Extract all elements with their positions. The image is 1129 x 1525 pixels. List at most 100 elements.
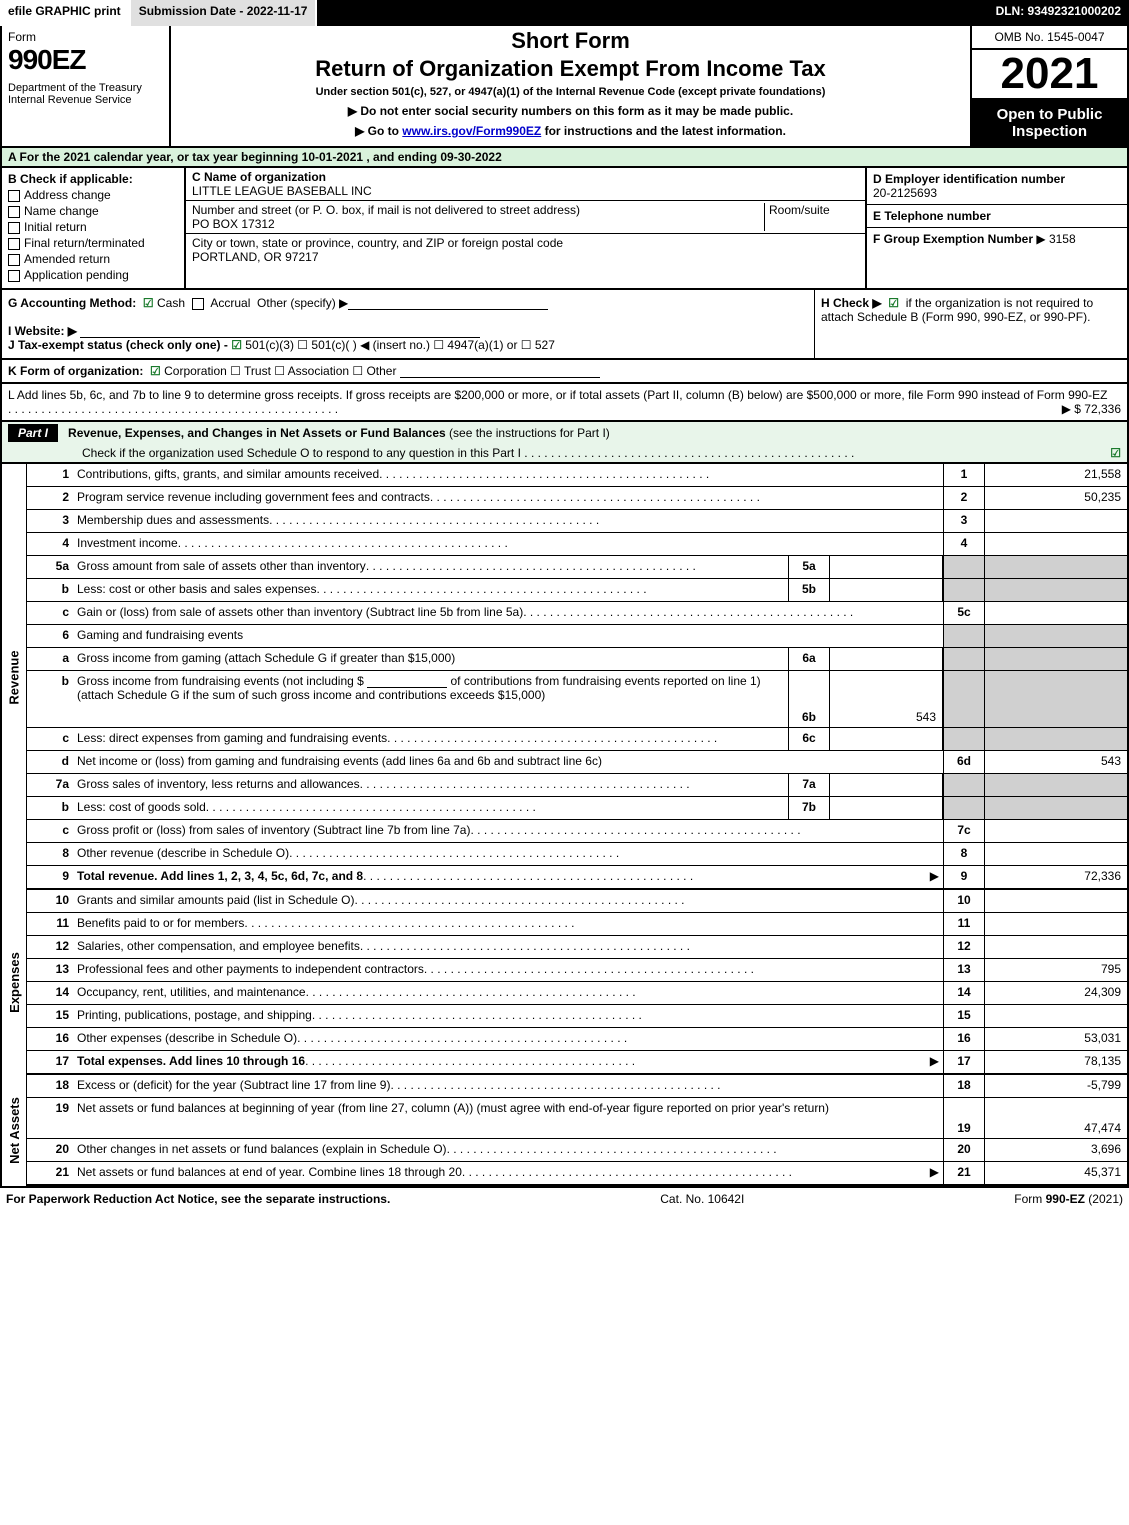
- line-ref: 20: [943, 1139, 984, 1161]
- chk-application-pending[interactable]: Application pending: [8, 268, 178, 282]
- contributions-amount-field[interactable]: [367, 675, 447, 688]
- tax-exempt-label: J Tax-exempt status (check only one) -: [8, 338, 228, 352]
- accounting-method-label: G Accounting Method:: [8, 296, 136, 310]
- section-a-tax-year: A For the 2021 calendar year, or tax yea…: [0, 148, 1129, 168]
- chk-initial-return[interactable]: Initial return: [8, 220, 178, 234]
- line-num: 7a: [27, 774, 73, 796]
- line-desc: Program service revenue including govern…: [77, 490, 430, 504]
- accrual-checkbox[interactable]: [192, 298, 204, 310]
- line-ref: 14: [943, 982, 984, 1004]
- chk-name-change[interactable]: Name change: [8, 204, 178, 218]
- line-desc: Other revenue (describe in Schedule O): [77, 846, 289, 860]
- shaded-cell: [943, 625, 984, 647]
- line-amount: 78,135: [984, 1051, 1127, 1073]
- other-org-field[interactable]: [400, 365, 600, 378]
- arrow-icon: ▶: [926, 1165, 939, 1179]
- chk-label: Application pending: [24, 268, 129, 282]
- line-ref: 12: [943, 936, 984, 958]
- line-6d: d Net income or (loss) from gaming and f…: [27, 751, 1129, 774]
- line-num: 18: [27, 1075, 73, 1097]
- shaded-cell: [984, 556, 1127, 578]
- shaded-cell: [943, 648, 984, 670]
- goto-instructions: ▶ Go to www.irs.gov/Form990EZ for instru…: [179, 124, 962, 138]
- shaded-cell: [943, 579, 984, 601]
- line-desc-part1: Gross income from fundraising events (no…: [77, 674, 364, 688]
- sub-line-ref: 5b: [788, 579, 830, 601]
- line-ref: 11: [943, 913, 984, 935]
- shaded-cell: [984, 671, 1127, 727]
- line-9: 9 Total revenue. Add lines 1, 2, 3, 4, 5…: [27, 866, 1129, 890]
- org-info-grid: B Check if applicable: Address change Na…: [0, 168, 1129, 290]
- line-desc: Gross sales of inventory, less returns a…: [77, 777, 360, 791]
- department-label: Department of the Treasury Internal Reve…: [8, 82, 163, 106]
- ein-label: D Employer identification number: [873, 172, 1065, 186]
- short-form-title: Short Form: [179, 28, 962, 54]
- dln-number: DLN: 93492321000202: [988, 0, 1129, 26]
- line-amount: [984, 602, 1127, 624]
- line-amount: [984, 936, 1127, 958]
- irs-link[interactable]: www.irs.gov/Form990EZ: [402, 124, 541, 138]
- line-desc: Gross amount from sale of assets other t…: [77, 559, 366, 573]
- tax-year: 2021: [972, 50, 1127, 100]
- under-section-text: Under section 501(c), 527, or 4947(a)(1)…: [179, 86, 962, 98]
- chk-final-return[interactable]: Final return/terminated: [8, 236, 178, 250]
- catalog-number: Cat. No. 10642I: [660, 1192, 744, 1206]
- part-i-title: Revenue, Expenses, and Changes in Net As…: [68, 426, 446, 440]
- line-4: 4 Investment income 4: [27, 533, 1129, 556]
- header-center: Short Form Return of Organization Exempt…: [171, 26, 970, 146]
- line-ref: 13: [943, 959, 984, 981]
- part-i-subtitle: (see the instructions for Part I): [449, 426, 610, 440]
- website-field[interactable]: [80, 325, 480, 338]
- line-amount: [984, 843, 1127, 865]
- line-num: 14: [27, 982, 73, 1004]
- line-6b: b Gross income from fundraising events (…: [27, 671, 1129, 728]
- line-amount: 50,235: [984, 487, 1127, 509]
- line-20: 20 Other changes in net assets or fund b…: [27, 1139, 1129, 1162]
- row-l: L Add lines 5b, 6c, and 7b to line 9 to …: [0, 384, 1129, 422]
- line-amount: 543: [984, 751, 1127, 773]
- chk-label: Amended return: [24, 252, 110, 266]
- line-ref: 21: [943, 1162, 984, 1184]
- line-desc: Professional fees and other payments to …: [77, 962, 424, 976]
- other-specify-field[interactable]: [348, 297, 548, 310]
- page-footer: For Paperwork Reduction Act Notice, see …: [0, 1186, 1129, 1210]
- line-ref: 2: [943, 487, 984, 509]
- line-desc: Less: cost of goods sold: [77, 800, 206, 814]
- line-desc: Total expenses. Add lines 10 through 16: [77, 1054, 305, 1068]
- chk-amended-return[interactable]: Amended return: [8, 252, 178, 266]
- line-amount: 45,371: [984, 1162, 1127, 1184]
- line-17: 17 Total expenses. Add lines 10 through …: [27, 1051, 1129, 1075]
- chk-label: Address change: [24, 188, 111, 202]
- shaded-cell: [943, 728, 984, 750]
- topbar-spacer: [317, 0, 987, 26]
- sub-line-value: [830, 556, 943, 578]
- shaded-cell: [984, 728, 1127, 750]
- chk-address-change[interactable]: Address change: [8, 188, 178, 202]
- line-amount: 24,309: [984, 982, 1127, 1004]
- line-amount: 72,336: [984, 866, 1127, 888]
- form-header: Form 990EZ Department of the Treasury In…: [0, 26, 1129, 148]
- line-desc: Printing, publications, postage, and shi…: [77, 1008, 312, 1022]
- part-i-check-line: Check if the organization used Schedule …: [82, 446, 521, 460]
- line-num: 6: [27, 625, 73, 647]
- line-num: 17: [27, 1051, 73, 1073]
- header-right: OMB No. 1545-0047 2021 Open to Public In…: [970, 26, 1127, 146]
- section-c-org-info: C Name of organization LITTLE LEAGUE BAS…: [186, 168, 865, 288]
- efile-print-label[interactable]: efile GRAPHIC print: [0, 0, 131, 26]
- form-word: Form: [8, 30, 163, 44]
- line-desc: Gross income from gaming (attach Schedul…: [77, 651, 455, 665]
- line-amount: [984, 1005, 1127, 1027]
- cash-option: Cash: [157, 296, 185, 310]
- line-num: 13: [27, 959, 73, 981]
- chk-label: Name change: [24, 204, 99, 218]
- line-14: 14 Occupancy, rent, utilities, and maint…: [27, 982, 1129, 1005]
- section-b-checkboxes: B Check if applicable: Address change Na…: [2, 168, 186, 288]
- city-label: City or town, state or province, country…: [192, 236, 563, 250]
- line-5c: c Gain or (loss) from sale of assets oth…: [27, 602, 1129, 625]
- line-num: c: [27, 728, 73, 750]
- expenses-section: Expenses 10 Grants and similar amounts p…: [0, 890, 1129, 1075]
- line-ref: 7c: [943, 820, 984, 842]
- sub-line-value: [830, 774, 943, 796]
- row-l-value: ▶ $ 72,336: [1062, 402, 1121, 416]
- sub-line-value: [830, 797, 943, 819]
